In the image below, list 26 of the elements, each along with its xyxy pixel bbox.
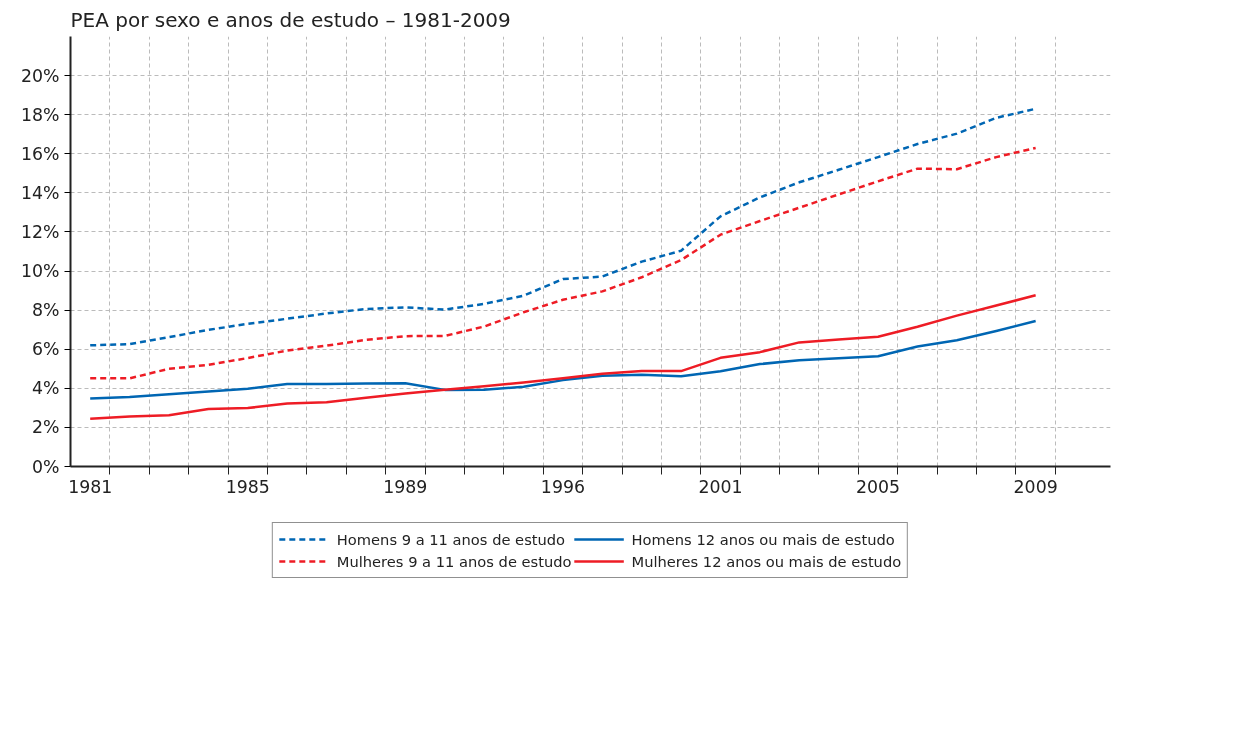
y-tick-label: 6% — [32, 339, 60, 360]
x-tick-label: 2001 — [698, 476, 743, 497]
legend-label: Homens 12 anos ou mais de estudo — [631, 530, 895, 548]
legend-label: Homens 9 a 11 anos de estudo — [336, 530, 566, 548]
x-tick-label: 1981 — [68, 476, 113, 497]
x-tick-label: 1985 — [225, 476, 270, 497]
line-series — [88, 146, 1037, 380]
legend-label: Mulheres 9 a 11 anos de estudo — [336, 552, 572, 570]
x-tick-label: 1996 — [540, 476, 585, 497]
y-tick-label: 14% — [20, 182, 60, 203]
x-tick-label: 2005 — [856, 476, 901, 497]
y-tick-label: 2% — [32, 417, 60, 438]
y-tick-label: 20% — [20, 65, 60, 86]
x-tick-label: 2009 — [1013, 476, 1058, 497]
line-series — [88, 319, 1037, 400]
y-tick-label: 0% — [32, 456, 60, 477]
y-tick-label: 4% — [32, 378, 60, 399]
y-tick-label: 16% — [20, 143, 60, 164]
line-series — [88, 294, 1037, 421]
y-tick-label: 8% — [32, 300, 60, 321]
x-tick-label: 1989 — [383, 476, 428, 497]
y-tick-label: 18% — [20, 104, 60, 125]
chart-title: PEA por sexo e anos de estudo – 1981-2009 — [70, 7, 511, 32]
y-tick-label: 10% — [20, 261, 60, 282]
legend-label: Mulheres 12 anos ou mais de estudo — [631, 552, 902, 570]
y-tick-label: 12% — [20, 221, 60, 242]
